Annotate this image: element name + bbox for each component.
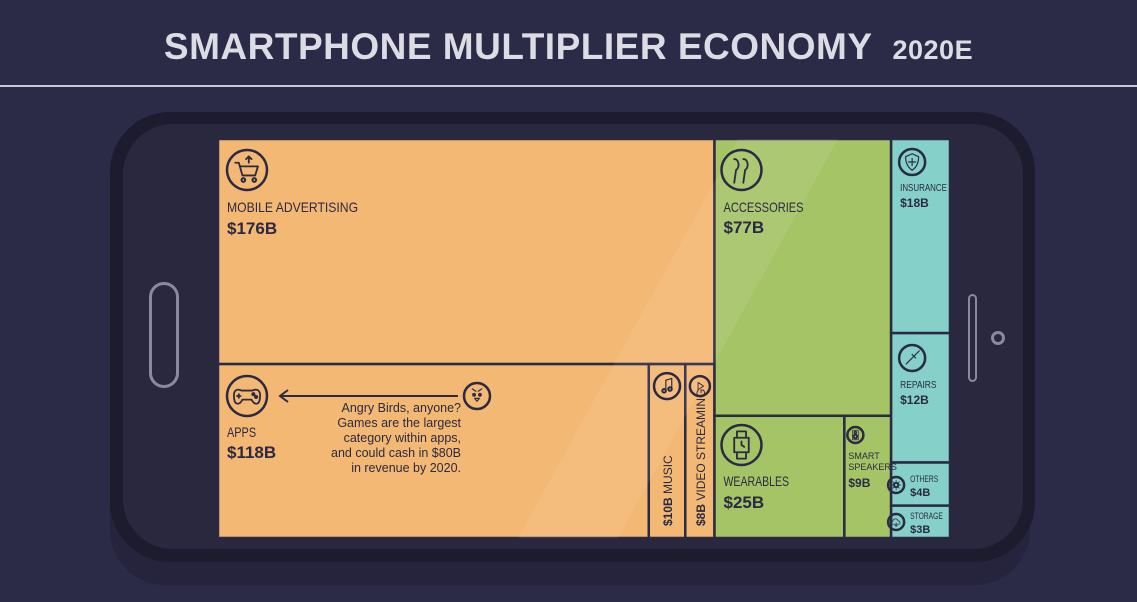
earbuds-icon (720, 148, 763, 192)
value-mobile-advertising: $176B (227, 219, 277, 238)
label-music: $10B MUSIC (661, 455, 675, 526)
shield-icon (897, 147, 927, 177)
label-repairs: REPAIRS (900, 380, 937, 391)
play-icon (688, 374, 712, 398)
value-storage: $3B (910, 524, 930, 536)
phone-speaker (968, 294, 977, 382)
label-apps: APPS (227, 424, 256, 440)
phone-screen: MOBILE ADVERTISING $176B APPS $118B $10B MUS… (218, 139, 950, 538)
annotation-line-3: category within apps, (344, 431, 461, 445)
annotation-arrow-head (278, 389, 289, 403)
screen-glare (518, 139, 838, 538)
treemap-cell-video-streaming (684, 362, 716, 538)
label-video-streaming: $8B VIDEO STREAMING (694, 389, 708, 526)
phone-camera (991, 331, 1005, 345)
treemap-cell-storage (889, 504, 950, 538)
label-insurance: INSURANCE (900, 183, 947, 194)
gear-icon (886, 475, 906, 495)
label-group-video-streaming: $8B VIDEO STREAMING (694, 389, 708, 526)
name-video-streaming: VIDEO STREAMING (694, 389, 708, 501)
treemap-cell-repairs (889, 331, 950, 464)
speaker-icon (846, 425, 865, 445)
annotation-line-2: Games are the largest (337, 416, 461, 430)
annotation-line-1: Angry Birds, anyone? (341, 401, 461, 415)
cloud-icon (886, 512, 906, 532)
title-text: SMARTPHONE MULTIPLIER ECONOMY (163, 26, 873, 67)
value-accessories: $77B (723, 218, 764, 237)
label-others: OTHERS (910, 474, 938, 484)
value-video-streaming: $8B (694, 501, 708, 526)
label-wearables: WEARABLES (723, 473, 789, 489)
title-year: 2020E (892, 35, 974, 65)
value-wearables: $25B (723, 493, 764, 512)
gamepad-icon (225, 374, 269, 418)
angry-bird-icon (462, 381, 492, 411)
label-mobile-advertising: MOBILE ADVERTISING (227, 199, 358, 215)
value-others: $4B (910, 487, 930, 499)
page-title: SMARTPHONE MULTIPLIER ECONOMY 2020E (0, 26, 1137, 68)
header-bar: SMARTPHONE MULTIPLIER ECONOMY 2020E (0, 0, 1137, 87)
value-repairs: $12B (900, 393, 929, 407)
value-smart-speakers: $9B (848, 476, 870, 490)
value-music: $10B (661, 494, 675, 526)
label-smart-speakers-line1: SMART (848, 451, 880, 461)
treemap-chart: MOBILE ADVERTISING $176B APPS $118B $10B MUS… (218, 139, 950, 538)
label-smart-speakers-line2: SPEAKERS (848, 462, 897, 472)
label-storage: STORAGE (910, 511, 943, 521)
value-apps: $118B (227, 443, 276, 462)
annotation-line-5: in revenue by 2020. (351, 461, 461, 475)
smartwatch-icon (720, 423, 763, 467)
shopping-cart-icon (225, 148, 269, 192)
value-insurance: $18B (900, 196, 929, 210)
treemap-cell-accessories (713, 139, 893, 418)
music-note-icon (652, 371, 682, 401)
name-music: MUSIC (661, 455, 675, 494)
screwdriver-icon (897, 343, 927, 373)
treemap-cell-others (889, 461, 950, 507)
phone-home-button (149, 282, 179, 388)
treemap-cell-apps (218, 362, 651, 538)
annotation-line-4: and could cash in $80B (331, 446, 461, 460)
label-group-music: $10B MUSIC (661, 455, 675, 526)
label-accessories: ACCESSORIES (723, 199, 803, 215)
